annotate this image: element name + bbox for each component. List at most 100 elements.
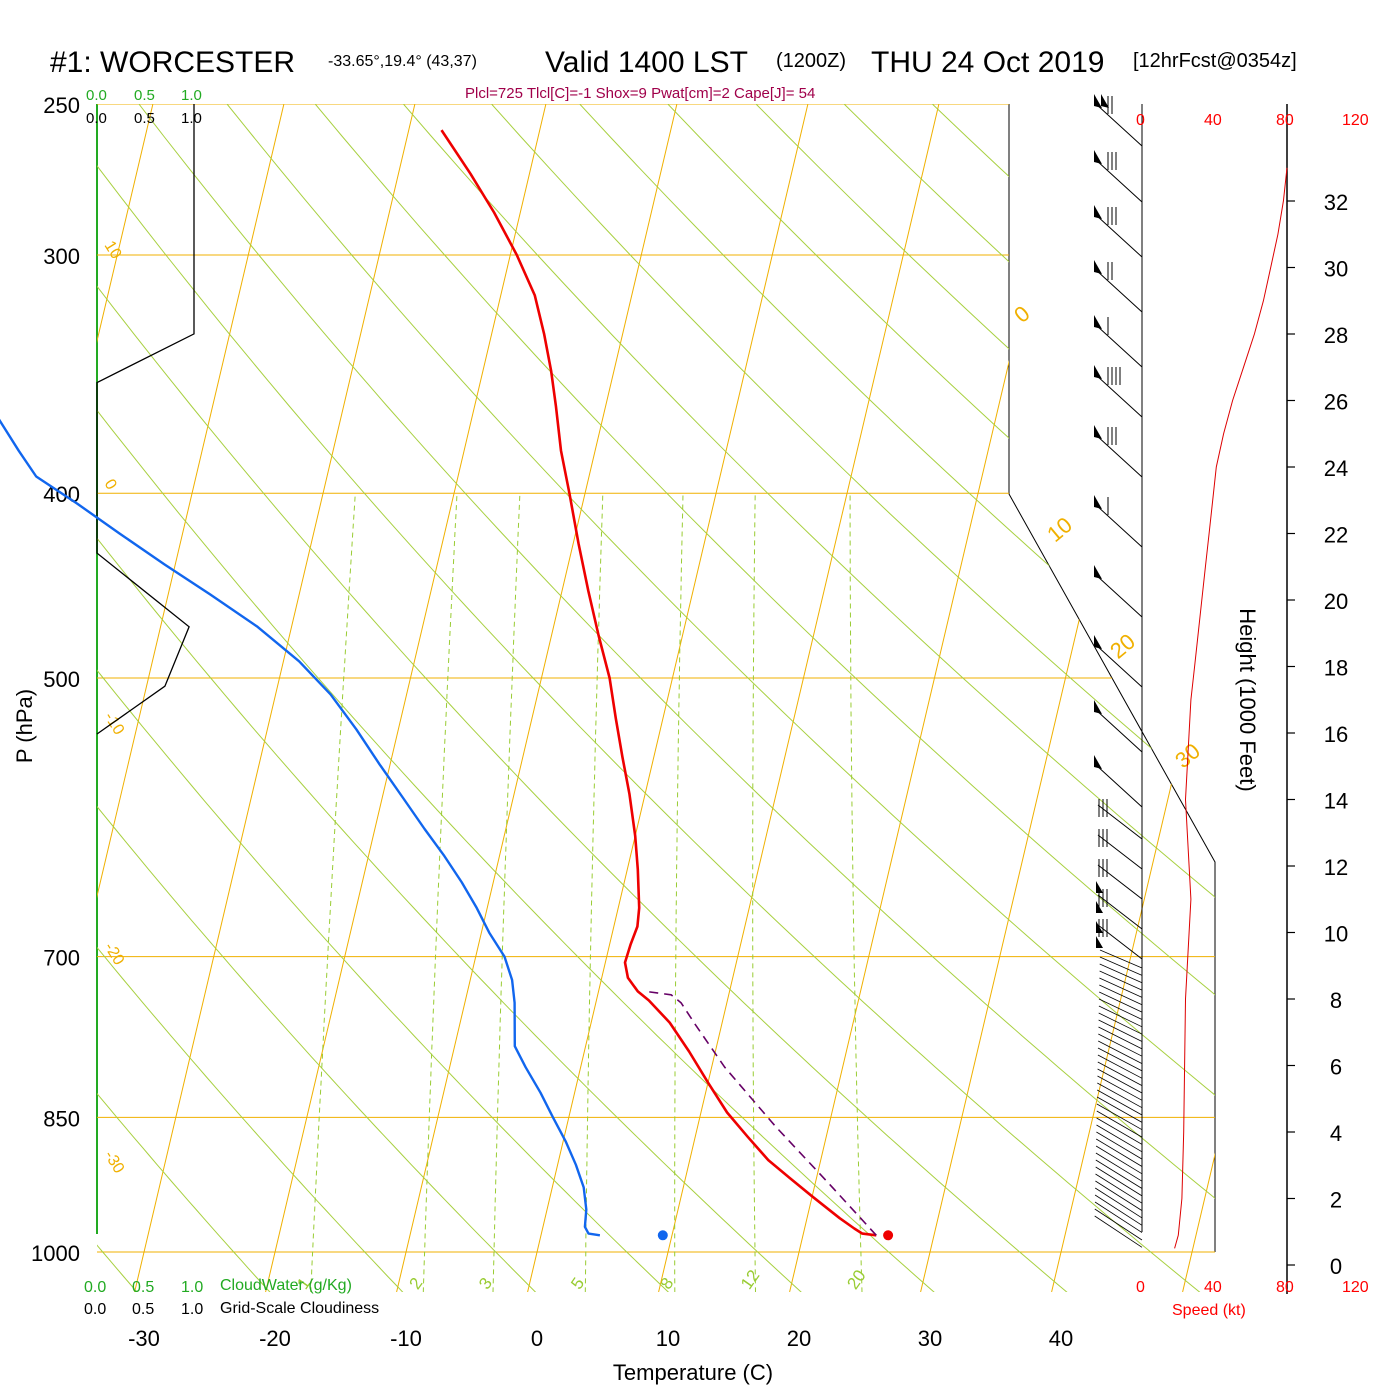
wind-barb-low — [1097, 1075, 1143, 1101]
station-coords: -33.65°,19.4° (43,37) — [328, 53, 477, 70]
cloudiness-tick-bottom-1: 0.5 — [132, 1301, 154, 1318]
cloudiness-tick-0: 0.0 — [86, 110, 107, 127]
dry-adiabat-370 — [461, 104, 1215, 1292]
wind-barb-low — [1098, 1005, 1143, 1028]
cloudiness-tick-bottom-2: 1.0 — [181, 1301, 203, 1318]
wind-barb-shaft — [1095, 374, 1143, 418]
surface-dewpoint-marker — [657, 1230, 668, 1241]
pressure-tick-700: 700 — [43, 946, 80, 971]
cloudiness-tick-1: 0.5 — [134, 110, 155, 127]
wind-barb-low — [1097, 1047, 1143, 1072]
chart-labels: #1: WORCESTER -33.65°,19.4° (43,37) Vali… — [12, 46, 1369, 1385]
x-tick-0: 0 — [531, 1326, 543, 1351]
isotherm-10 — [658, 104, 940, 1292]
wind-barb-low — [1095, 1180, 1143, 1211]
dry-adiabat-360 — [374, 104, 1215, 1292]
pressure-tick-1000: 1000 — [31, 1241, 80, 1266]
wind-barb-low — [1098, 1040, 1143, 1064]
wind-barb-low — [1098, 998, 1143, 1020]
isotherm-30 — [920, 104, 1202, 1292]
height-tick-14: 14 — [1324, 789, 1348, 814]
wind-barb-pennant — [1101, 94, 1109, 108]
wind-barb-pennant — [1094, 425, 1102, 439]
dewpoint-line — [0, 418, 601, 1237]
x-tick-10: 10 — [656, 1326, 680, 1351]
height-tick-2: 2 — [1330, 1188, 1342, 1213]
isotherm-0 — [527, 104, 809, 1292]
height-tick-4: 4 — [1330, 1121, 1342, 1146]
isobar-lines — [97, 104, 1215, 1253]
dry-adiabat-290 — [97, 104, 802, 1292]
speed-tick-top-0: 0 — [1136, 112, 1145, 129]
wind-barb-pennant — [1096, 936, 1103, 948]
wind-barb-pennant — [1096, 901, 1103, 913]
wind-barb-low — [1096, 1096, 1143, 1123]
isotherm--20 — [265, 104, 547, 1292]
wind-barb-pennant — [1094, 700, 1102, 714]
speed-tick-top-3: 120 — [1342, 112, 1369, 129]
dry-adiabat-270 — [97, 104, 537, 1292]
wind-barb-pennant — [1094, 260, 1102, 274]
wind-barb-shaft — [1097, 894, 1143, 930]
wind-barb-low — [1094, 1208, 1143, 1241]
wind-barb-low — [1094, 1201, 1143, 1233]
cloudwater-tick-2: 1.0 — [181, 87, 202, 104]
cloudiness-line — [96, 104, 195, 735]
mixing-ratio-label: 12 — [737, 1266, 763, 1292]
isotherm-label-left: 10 — [101, 238, 125, 262]
dry-adiabat-310 — [97, 104, 1068, 1292]
wind-barb-pennant — [1094, 205, 1102, 219]
cloudiness-tick-bottom-0: 0.0 — [84, 1301, 106, 1318]
sounding-indices: Plcl=725 Tlcl[C]=-1 Shox=9 Pwat[cm]=2 Ca… — [465, 85, 815, 102]
wind-barb-pennant — [1096, 921, 1103, 933]
wind-barb-shaft — [1095, 214, 1143, 258]
mixing-ratio-1 — [310, 493, 356, 1292]
dry-adiabat-230 — [0, 70, 5, 1292]
wind-barb-low — [1095, 1138, 1143, 1167]
wind-barb-shaft — [1095, 159, 1143, 203]
wind-barb-low — [1097, 1089, 1143, 1116]
x-tick--10: -10 — [390, 1326, 422, 1351]
wind-barb-low — [1096, 1103, 1143, 1131]
parcel-line — [645, 990, 877, 1236]
wind-barb-pennant — [1094, 365, 1102, 379]
speed-tick-bottom-3: 120 — [1342, 1279, 1369, 1296]
x-tick--20: -20 — [259, 1326, 291, 1351]
x-tick-30: 30 — [918, 1326, 942, 1351]
cloudwater-tick-bottom-2: 1.0 — [181, 1279, 203, 1296]
isotherm-label-right: 0 — [1009, 301, 1034, 328]
station-title: #1: WORCESTER — [50, 46, 295, 79]
diagram-background: 2503004005007008501000100-10-20-30010203… — [31, 93, 1348, 1351]
wind-barb-low — [1095, 1152, 1143, 1182]
cloudiness-label: Grid-Scale Cloudiness — [220, 1300, 379, 1317]
wind-barb-low — [1094, 1215, 1143, 1248]
wind-barb-shaft — [1095, 269, 1143, 313]
mixing-ratio-2 — [422, 493, 458, 1292]
dry-adiabat-260 — [97, 104, 404, 1292]
dry-adiabat-lines — [0, 70, 1215, 1292]
dry-adiabat-450 — [1158, 104, 1215, 1292]
x-tick--30: -30 — [128, 1326, 160, 1351]
wind-barb-shaft — [1095, 644, 1143, 688]
wind-barb-pennant — [1094, 94, 1102, 108]
isotherm-label-left: -10 — [101, 709, 128, 738]
height-tick-20: 20 — [1324, 589, 1348, 614]
wind-barb-shaft — [1095, 764, 1143, 808]
height-tick-12: 12 — [1324, 855, 1348, 880]
wind-barb-low — [1097, 1068, 1143, 1094]
mixing-ratio-label: 20 — [843, 1266, 869, 1292]
wind-barb-low — [1099, 991, 1143, 1013]
speed-tick-top-2: 80 — [1276, 112, 1294, 129]
dry-adiabat-300 — [97, 104, 935, 1292]
wind-barb-pennant — [1094, 565, 1102, 579]
wind-barb-low — [1096, 1131, 1143, 1160]
wind-speed-line — [1174, 167, 1288, 1249]
dry-adiabat-280 — [97, 104, 670, 1292]
wind-barb-low — [1095, 1173, 1143, 1204]
dry-adiabat-340 — [199, 104, 1215, 1292]
wind-barb-low — [1099, 970, 1143, 991]
wind-barb-low — [1096, 1110, 1143, 1138]
wind-barb-low — [1098, 1012, 1143, 1035]
wind-barb-low — [1099, 977, 1143, 998]
wind-barb-shaft — [1097, 864, 1143, 900]
